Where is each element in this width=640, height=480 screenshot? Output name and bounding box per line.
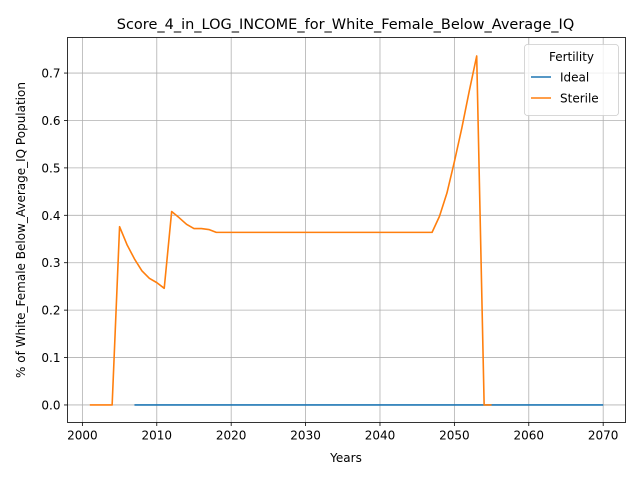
chart-title: Score_4_in_LOG_INCOME_for_White_Female_B…: [117, 17, 575, 33]
x-tick-label: 2030: [290, 429, 321, 443]
y-tick-label: 0.7: [41, 67, 60, 81]
y-tick-label: 0.6: [41, 114, 60, 128]
x-tick-label: 2010: [142, 429, 173, 443]
legend: Fertility Ideal Sterile: [524, 44, 619, 116]
x-tick-label: 2070: [588, 429, 619, 443]
y-tick-label: 0.3: [41, 256, 60, 270]
y-tick-label: 0.1: [41, 351, 60, 365]
legend-label-ideal: Ideal: [560, 71, 589, 85]
y-tick-label: 0.0: [41, 398, 60, 412]
y-tick-label: 0.2: [41, 304, 60, 318]
series-layer: [89, 55, 604, 406]
y-axis-ticks: 0.0 0.1 0.2 0.3 0.4 0.5 0.6 0.7: [41, 67, 68, 412]
x-tick-label: 2060: [514, 429, 545, 443]
grid-lines: [67, 37, 626, 423]
y-tick-label: 0.5: [41, 161, 60, 175]
y-tick-label: 0.4: [41, 209, 60, 223]
x-tick-label: 2020: [216, 429, 247, 443]
legend-title: Fertility: [549, 50, 594, 64]
series-line-sterile: [89, 55, 492, 406]
x-tick-label: 2040: [365, 429, 396, 443]
x-axis-label: Years: [329, 451, 362, 465]
x-axis-ticks: 2000 2010 2020 2030 2040 2050 2060 2070: [67, 422, 619, 443]
x-tick-label: 2000: [67, 429, 98, 443]
x-tick-label: 2050: [439, 429, 470, 443]
legend-label-sterile: Sterile: [560, 92, 599, 106]
plot-frame: [67, 37, 626, 423]
y-axis-label: % of White_Female Below_Average_IQ Popul…: [14, 82, 28, 378]
